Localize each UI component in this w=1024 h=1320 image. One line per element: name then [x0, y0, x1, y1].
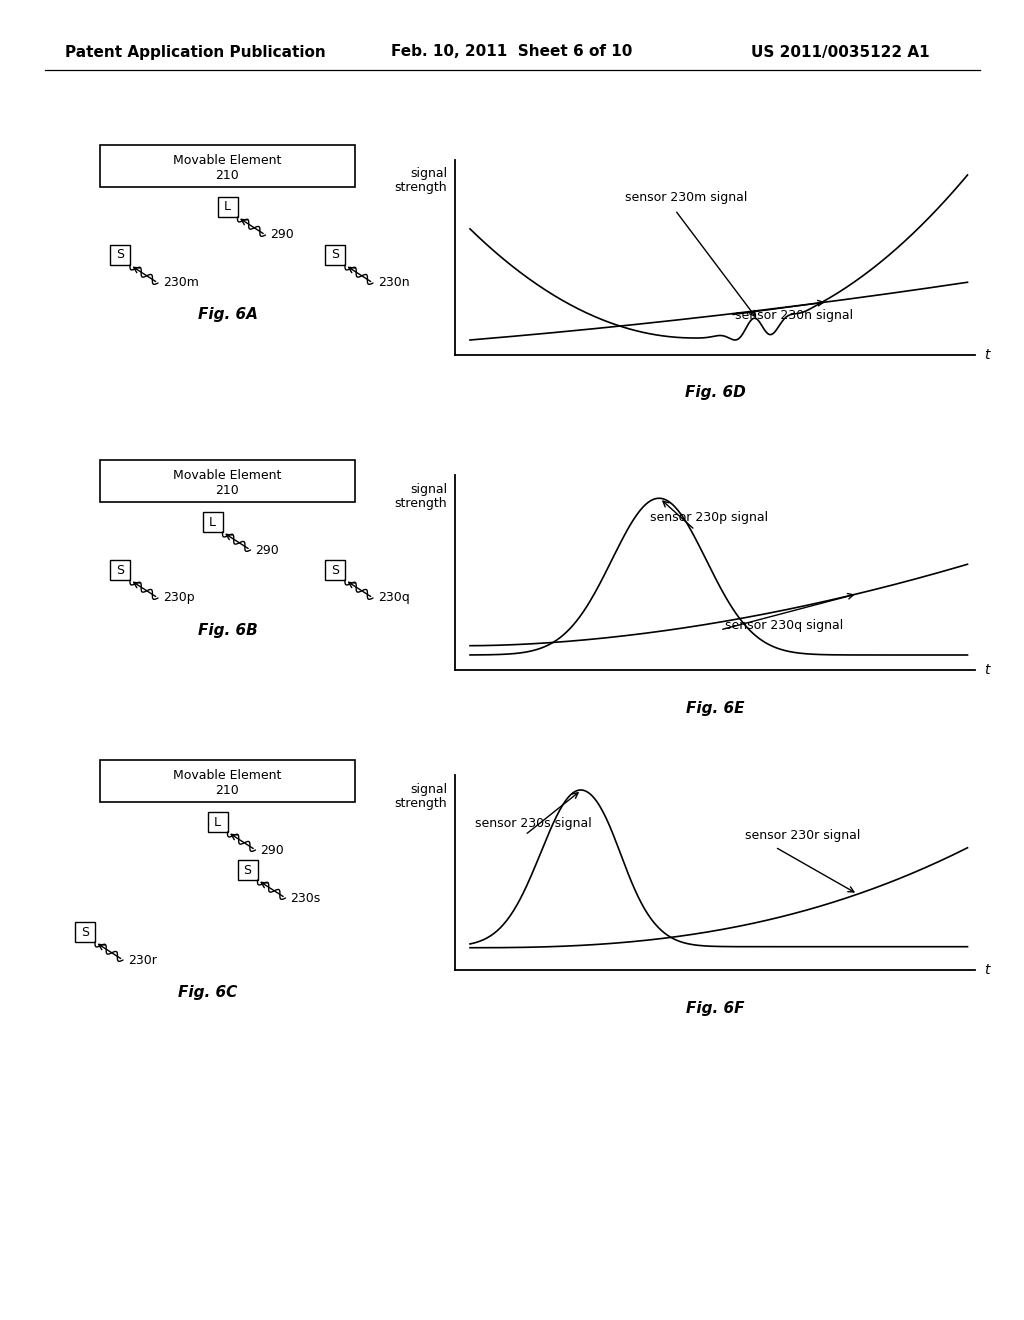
Text: S: S — [116, 248, 124, 261]
Text: t: t — [984, 348, 990, 362]
Bar — [325, 560, 345, 579]
Text: 290: 290 — [260, 843, 285, 857]
Text: sensor 230n signal: sensor 230n signal — [735, 309, 853, 322]
Text: Fig. 6B: Fig. 6B — [198, 623, 257, 638]
Text: S: S — [116, 564, 124, 577]
Text: Movable Element: Movable Element — [173, 470, 282, 483]
Text: US 2011/0035122 A1: US 2011/0035122 A1 — [751, 45, 930, 59]
Text: sensor 230p signal: sensor 230p signal — [650, 511, 768, 524]
Text: sensor 230q signal: sensor 230q signal — [725, 619, 843, 631]
Text: sensor 230m signal: sensor 230m signal — [625, 191, 748, 205]
Text: strength: strength — [394, 181, 447, 194]
Text: t: t — [984, 964, 990, 977]
Text: 230s: 230s — [291, 891, 321, 904]
Text: 290: 290 — [256, 544, 280, 557]
Text: 290: 290 — [270, 228, 294, 242]
Text: L: L — [209, 516, 216, 528]
Text: S: S — [331, 564, 339, 577]
Text: 230m: 230m — [163, 276, 199, 289]
Text: signal: signal — [410, 483, 447, 495]
Bar — [203, 512, 222, 532]
Text: S: S — [81, 925, 89, 939]
Text: Fig. 6A: Fig. 6A — [198, 308, 257, 322]
Text: 210: 210 — [216, 784, 240, 797]
Text: sensor 230r signal: sensor 230r signal — [745, 829, 860, 842]
Bar — [100, 459, 355, 502]
Bar — [208, 812, 227, 832]
Text: 230r: 230r — [128, 953, 157, 966]
Bar — [217, 197, 238, 216]
Bar — [110, 246, 130, 265]
Bar — [238, 861, 257, 880]
Text: L: L — [224, 201, 231, 214]
Text: signal: signal — [410, 168, 447, 181]
Bar — [100, 760, 355, 803]
Text: Fig. 6C: Fig. 6C — [178, 985, 238, 999]
Bar — [325, 246, 345, 265]
Bar — [100, 145, 355, 187]
Text: Fig. 6E: Fig. 6E — [686, 701, 744, 715]
Text: Fig. 6D: Fig. 6D — [685, 385, 745, 400]
Text: S: S — [331, 248, 339, 261]
Text: strength: strength — [394, 796, 447, 809]
Text: Feb. 10, 2011  Sheet 6 of 10: Feb. 10, 2011 Sheet 6 of 10 — [391, 45, 633, 59]
Text: 230p: 230p — [163, 591, 195, 605]
Text: 230q: 230q — [378, 591, 410, 605]
Text: 210: 210 — [216, 483, 240, 496]
Text: Fig. 6F: Fig. 6F — [686, 1001, 744, 1015]
Text: Movable Element: Movable Element — [173, 154, 282, 168]
Bar — [110, 560, 130, 579]
Text: t: t — [984, 663, 990, 677]
Text: sensor 230s signal: sensor 230s signal — [475, 817, 592, 829]
Text: 210: 210 — [216, 169, 240, 182]
Text: Movable Element: Movable Element — [173, 770, 282, 783]
Bar — [75, 921, 95, 942]
Text: strength: strength — [394, 496, 447, 510]
Text: Patent Application Publication: Patent Application Publication — [65, 45, 326, 59]
Text: signal: signal — [410, 783, 447, 796]
Text: 230n: 230n — [378, 276, 410, 289]
Text: S: S — [244, 863, 252, 876]
Text: L: L — [214, 816, 221, 829]
